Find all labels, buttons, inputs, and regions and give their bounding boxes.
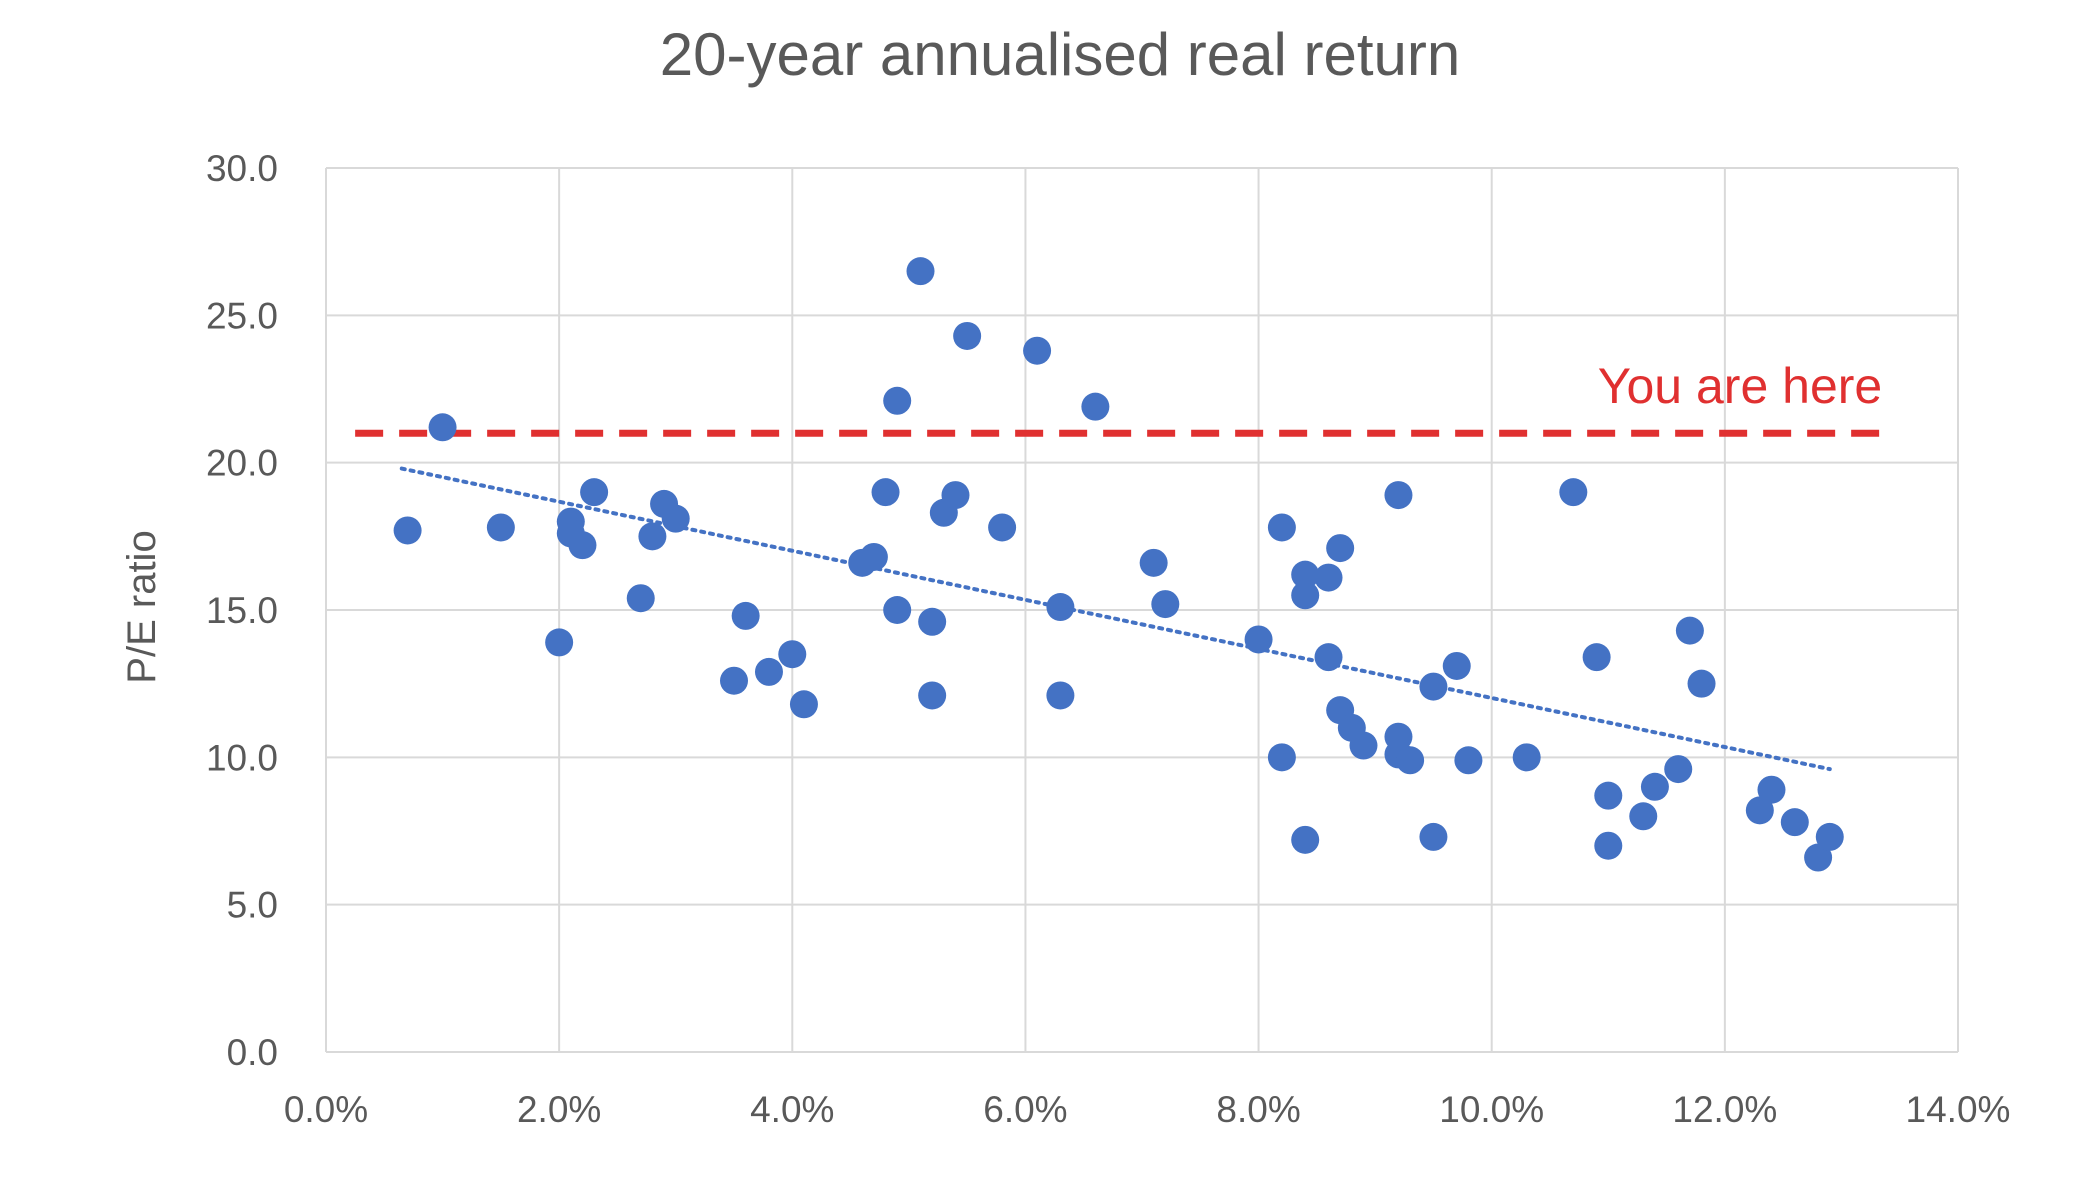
x-axis-tick-labels: 0.0% 2.0% 4.0% 6.0% 8.0% 10.0% 12.0% 14.0% [284, 1089, 2011, 1130]
data-point [1419, 822, 1448, 851]
x-tick-label: 8.0% [1216, 1089, 1300, 1130]
data-point [1244, 625, 1273, 654]
x-tick-label: 2.0% [517, 1089, 601, 1130]
data-point [1594, 781, 1623, 810]
data-point [428, 413, 457, 442]
data-point [1559, 478, 1588, 507]
data-point [941, 481, 970, 510]
data-point [906, 257, 935, 286]
data-point [1582, 643, 1611, 672]
data-point [871, 478, 900, 507]
data-point [1804, 843, 1833, 872]
x-tick-label: 6.0% [983, 1089, 1067, 1130]
data-point [1384, 481, 1413, 510]
data-point [1326, 534, 1355, 563]
data-point [661, 504, 690, 533]
x-tick-label: 0.0% [284, 1089, 368, 1130]
reference-line-label: You are here [1598, 358, 1883, 414]
data-point [789, 690, 818, 719]
data-point [1314, 563, 1343, 592]
data-point [545, 628, 574, 657]
chart-title: 20-year annualised real return [660, 21, 1460, 88]
y-tick-label: 5.0 [227, 885, 278, 926]
data-point [1349, 731, 1378, 760]
y-tick-label: 30.0 [206, 148, 278, 189]
y-tick-label: 25.0 [206, 295, 278, 336]
x-tick-label: 4.0% [750, 1089, 834, 1130]
data-point [1267, 743, 1296, 772]
data-point [1314, 643, 1343, 672]
data-point [1757, 775, 1786, 804]
data-point [953, 321, 982, 350]
data-point [1594, 831, 1623, 860]
data-point [1267, 513, 1296, 542]
data-point [1396, 746, 1425, 775]
data-point [1664, 755, 1693, 784]
data-points [393, 257, 1844, 872]
data-point [1384, 722, 1413, 751]
data-point [918, 607, 947, 636]
data-point [859, 542, 888, 571]
data-point [731, 601, 760, 630]
data-point [1780, 808, 1809, 837]
trendline [399, 466, 1832, 772]
x-tick-label: 12.0% [1672, 1089, 1777, 1130]
gridlines [325, 167, 1959, 1053]
data-point [1046, 593, 1075, 622]
data-point [1291, 825, 1320, 854]
data-point [778, 640, 807, 669]
data-point [1640, 772, 1669, 801]
data-point [486, 513, 515, 542]
data-point [568, 531, 597, 560]
x-tick-label: 10.0% [1439, 1089, 1544, 1130]
data-point [393, 516, 422, 545]
x-tick-label: 14.0% [1906, 1089, 2011, 1130]
data-point [638, 522, 667, 551]
data-point [883, 596, 912, 624]
data-point [1675, 616, 1704, 645]
data-point [580, 478, 609, 507]
data-point [1081, 392, 1110, 421]
data-point [1512, 743, 1541, 772]
data-point [1745, 796, 1774, 825]
data-point [1023, 336, 1052, 365]
data-point [1629, 802, 1658, 831]
y-axis-title: P/E ratio [120, 530, 164, 683]
data-point [1139, 548, 1168, 577]
data-point [1454, 746, 1483, 775]
y-tick-label: 0.0 [227, 1032, 278, 1073]
data-point [988, 513, 1017, 542]
data-point [1419, 672, 1448, 701]
data-point [883, 386, 912, 415]
data-point [1151, 590, 1180, 619]
data-point [918, 681, 947, 710]
y-tick-label: 20.0 [206, 443, 278, 484]
data-point [720, 666, 748, 695]
data-point [1291, 560, 1320, 589]
data-point [1687, 669, 1716, 698]
data-point [1046, 681, 1075, 710]
data-point [1815, 822, 1844, 851]
data-point [626, 584, 655, 613]
data-point [754, 657, 783, 686]
y-tick-label: 15.0 [206, 590, 278, 631]
data-point [1442, 651, 1471, 680]
data-point [1291, 581, 1320, 610]
y-axis-tick-labels: 0.0 5.0 10.0 15.0 20.0 25.0 30.0 [206, 148, 278, 1073]
y-tick-label: 10.0 [206, 737, 278, 778]
